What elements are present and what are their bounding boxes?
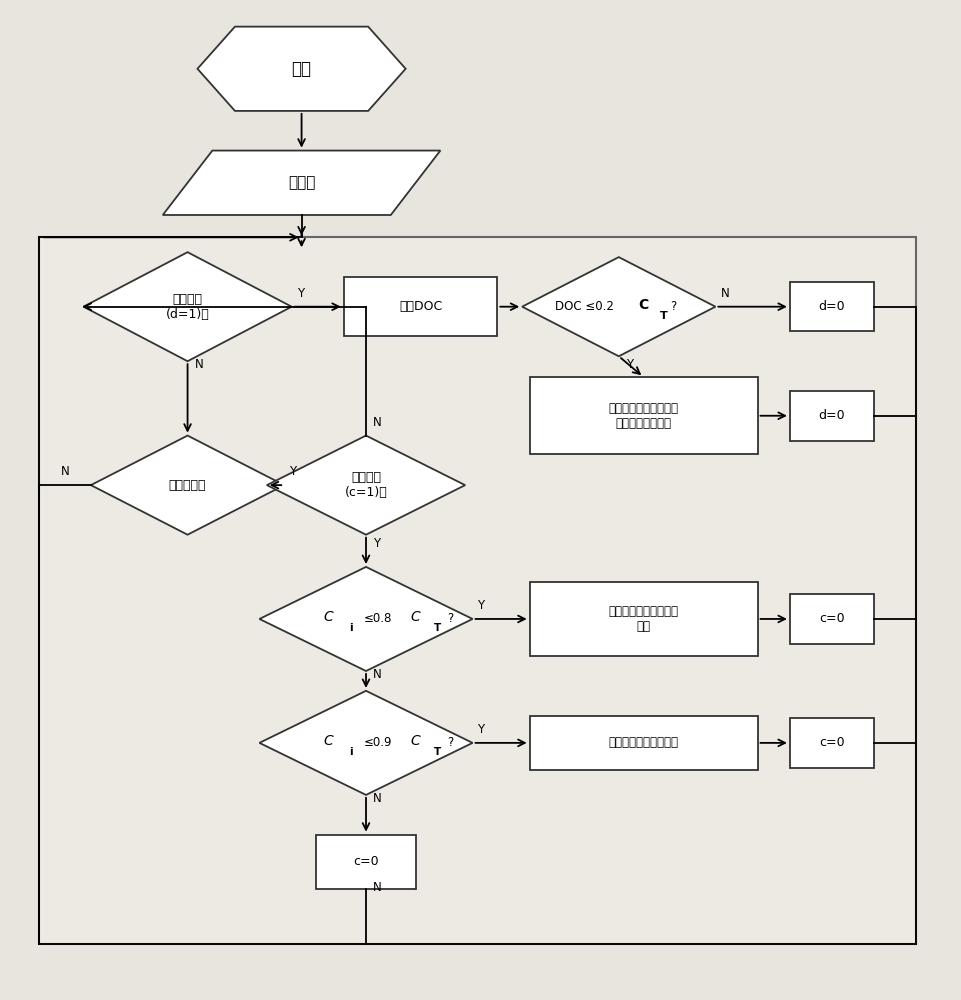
Text: $\mathbf{i}$: $\mathbf{i}$ (349, 621, 354, 633)
Text: c=0: c=0 (354, 855, 379, 868)
Polygon shape (197, 27, 406, 111)
Text: N: N (373, 792, 382, 805)
Text: DOC ≤0.2: DOC ≤0.2 (554, 300, 614, 313)
Text: ≤0.9: ≤0.9 (363, 736, 392, 749)
Bar (790, 594, 875, 644)
Bar (530, 377, 757, 454)
Text: Y: Y (297, 287, 304, 300)
Bar (38, 237, 916, 944)
Text: c=0: c=0 (819, 612, 845, 625)
Text: 提示用户电池寿命即将
告终: 提示用户电池寿命即将 告终 (608, 605, 678, 633)
Text: d=0: d=0 (819, 300, 846, 313)
Text: 开始: 开始 (291, 60, 311, 78)
Text: N: N (373, 881, 382, 894)
Text: $\mathbf{T}$: $\mathbf{T}$ (432, 621, 442, 633)
Bar (530, 582, 757, 656)
Text: Y: Y (478, 599, 484, 612)
Bar (316, 835, 415, 889)
Text: $\mathbf{T}$: $\mathbf{T}$ (658, 309, 668, 321)
Text: $\mathbf{\mathit{C}}$: $\mathbf{\mathit{C}}$ (409, 734, 421, 748)
Text: Y: Y (478, 723, 484, 736)
Text: ≤0.8: ≤0.8 (363, 612, 392, 625)
Polygon shape (522, 257, 715, 356)
Bar (344, 277, 498, 336)
Bar (530, 716, 757, 770)
Bar (790, 718, 875, 768)
Text: 充电中断？: 充电中断？ (169, 479, 207, 492)
Bar (790, 282, 875, 331)
Polygon shape (162, 151, 440, 215)
Polygon shape (259, 567, 473, 671)
Polygon shape (84, 252, 291, 361)
Text: $\mathbf{\mathit{C}}$: $\mathbf{\mathit{C}}$ (323, 734, 334, 748)
Text: Y: Y (373, 537, 380, 550)
Text: d=0: d=0 (819, 409, 846, 422)
Text: N: N (373, 668, 382, 681)
Text: Y: Y (626, 358, 633, 371)
Text: 初始化: 初始化 (288, 175, 315, 190)
Text: c=0: c=0 (819, 736, 845, 749)
Text: ?: ? (447, 612, 454, 625)
Polygon shape (259, 691, 473, 795)
Text: N: N (721, 287, 729, 300)
Text: $\mathbf{\mathit{C}}$: $\mathbf{\mathit{C}}$ (323, 610, 334, 624)
Text: 放电中断
(d=1)？: 放电中断 (d=1)？ (165, 293, 209, 321)
Polygon shape (267, 436, 465, 535)
Text: 充电结束
(c=1)？: 充电结束 (c=1)？ (345, 471, 387, 499)
Text: ?: ? (447, 736, 454, 749)
Text: N: N (194, 358, 204, 371)
Text: ?: ? (670, 300, 677, 313)
Text: $\mathbf{\mathit{C}}$: $\mathbf{\mathit{C}}$ (409, 610, 421, 624)
Text: $\mathbf{i}$: $\mathbf{i}$ (349, 745, 354, 757)
Text: 计算DOC: 计算DOC (399, 300, 442, 313)
Bar (790, 391, 875, 441)
Text: N: N (373, 416, 382, 429)
Polygon shape (91, 436, 284, 535)
Text: 建议用户进行深度放电: 建议用户进行深度放电 (608, 736, 678, 749)
Text: $\mathbf{C}$: $\mathbf{C}$ (638, 298, 650, 312)
Text: $\mathbf{T}$: $\mathbf{T}$ (432, 745, 442, 757)
Text: Y: Y (289, 465, 296, 478)
Text: 显示电量，提示用户停
止使用或尽快充电: 显示电量，提示用户停 止使用或尽快充电 (608, 402, 678, 430)
Text: N: N (62, 465, 70, 478)
